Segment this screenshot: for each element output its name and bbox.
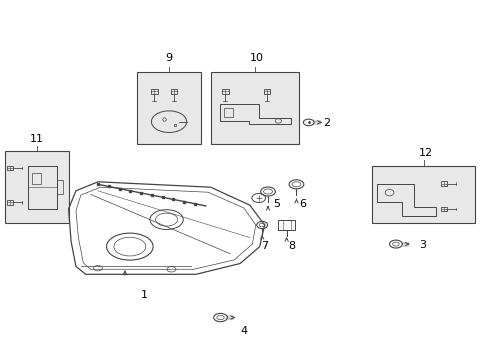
Bar (7, 200, 13, 204)
Text: 2: 2 (323, 118, 331, 128)
Bar (5, 151, 69, 223)
Text: 8: 8 (288, 241, 295, 251)
Bar (441, 207, 447, 211)
Bar (372, 166, 475, 223)
Bar (151, 89, 158, 94)
Text: 4: 4 (240, 326, 247, 336)
Text: 10: 10 (250, 53, 264, 63)
Bar (278, 220, 295, 230)
Text: 11: 11 (30, 134, 44, 144)
Text: 9: 9 (166, 53, 172, 63)
Text: 1: 1 (141, 290, 148, 300)
Text: 5: 5 (273, 199, 280, 209)
Bar (171, 89, 177, 94)
Bar (137, 72, 201, 144)
Bar (32, 173, 41, 184)
Text: 3: 3 (419, 240, 426, 250)
Bar (211, 72, 299, 144)
Bar (57, 180, 63, 194)
Text: 6: 6 (299, 199, 306, 209)
Bar (222, 89, 229, 94)
Bar (441, 181, 447, 186)
Bar (7, 166, 13, 170)
Text: 7: 7 (261, 241, 268, 251)
Bar (28, 166, 57, 209)
Bar (264, 89, 270, 94)
Text: 12: 12 (419, 148, 433, 158)
Bar (224, 108, 233, 117)
